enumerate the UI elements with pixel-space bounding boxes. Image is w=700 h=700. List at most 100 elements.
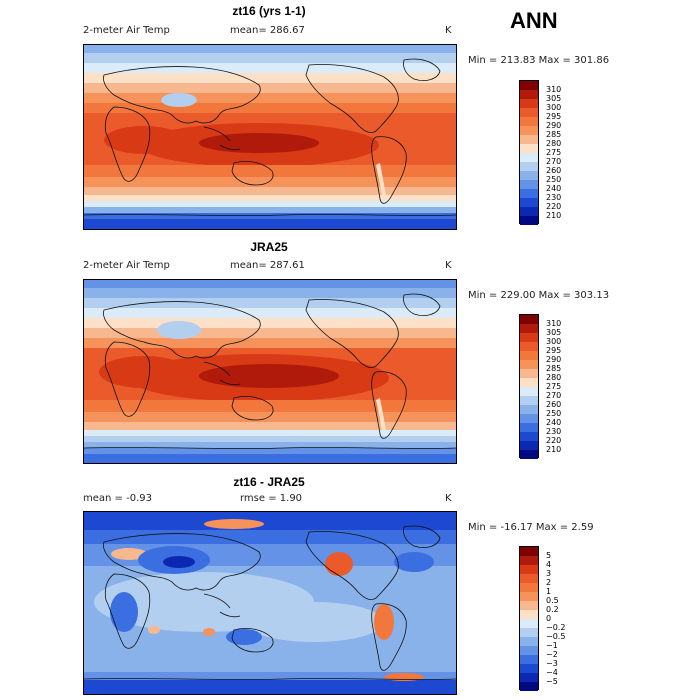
- colorbar-label: −2: [546, 650, 558, 659]
- colorbar-box: [520, 547, 538, 556]
- colorbar-box: [520, 216, 538, 225]
- colorbar-label: 290: [546, 121, 562, 130]
- colorbar-box: [520, 432, 538, 441]
- colorbar-label: 250: [546, 175, 562, 184]
- colorbar-box: [520, 324, 538, 333]
- minmax-label: Min = -16.17 Max = 2.59: [468, 522, 594, 533]
- colorbar-box: [520, 664, 538, 673]
- colorbar-label: 280: [546, 373, 562, 382]
- colorbar-label: −1: [546, 641, 558, 650]
- colorbar-box: [520, 637, 538, 646]
- colorbar-box: [520, 108, 538, 117]
- colorbar-box: [520, 369, 538, 378]
- colorbar-box: [520, 117, 538, 126]
- colorbar-label: −5: [546, 677, 558, 686]
- colorbar-label: 260: [546, 166, 562, 175]
- colorbar-label: −0.5: [546, 632, 566, 641]
- colorbar-label: 310: [546, 85, 562, 94]
- colorbar-box: [520, 592, 538, 601]
- colorbar-label: 250: [546, 409, 562, 418]
- difference-map: [83, 511, 457, 695]
- colorbar-box: [520, 405, 538, 414]
- colorbar-box: [520, 126, 538, 135]
- colorbar-box: [520, 180, 538, 189]
- colorbar-box: [520, 144, 538, 153]
- variable-label: 2-meter Air Temp: [83, 260, 170, 271]
- colorbar-box: [520, 574, 538, 583]
- colorbar-box: [520, 556, 538, 565]
- colorbar-label: 210: [546, 211, 562, 220]
- colorbar-label: 4: [546, 560, 552, 569]
- colorbar-box: [520, 342, 538, 351]
- minmax-label: Min = 229.00 Max = 303.13: [468, 290, 610, 301]
- colorbar-label: 230: [546, 193, 562, 202]
- colorbar-label: 0: [546, 614, 552, 623]
- minmax-label: Min = 213.83 Max = 301.86: [468, 55, 610, 66]
- variable-label: 2-meter Air Temp: [83, 25, 170, 36]
- difference-field: [84, 512, 456, 694]
- colorbar-box: [520, 628, 538, 637]
- colorbar-label: 300: [546, 337, 562, 346]
- colorbar-box: [520, 450, 538, 459]
- colorbar-label: 260: [546, 400, 562, 409]
- colorbar-label: 285: [546, 364, 562, 373]
- colorbar-box: [520, 673, 538, 682]
- mean-label: mean= 287.61: [230, 260, 305, 271]
- colorbar-box: [520, 135, 538, 144]
- colorbar: [519, 546, 539, 691]
- rmse-label: rmse = 1.90: [240, 493, 303, 504]
- colorbar-label: 220: [546, 436, 562, 445]
- colorbar-label: 210: [546, 445, 562, 454]
- colorbar-box: [520, 396, 538, 405]
- colorbar-box: [520, 646, 538, 655]
- colorbar-label: 240: [546, 418, 562, 427]
- colorbar-box: [520, 360, 538, 369]
- colorbar-label: 280: [546, 139, 562, 148]
- colorbar-box: [520, 99, 538, 108]
- colorbar-box: [520, 601, 538, 610]
- colorbar-label: 240: [546, 184, 562, 193]
- colorbar-label: 275: [546, 148, 562, 157]
- colorbar-label: 0.2: [546, 605, 559, 614]
- colorbar-label: 0.5: [546, 596, 559, 605]
- mean-label: mean = -0.93: [83, 493, 152, 504]
- colorbar-label: −0.2: [546, 623, 566, 632]
- colorbar-label: −4: [546, 668, 558, 677]
- colorbar-box: [520, 378, 538, 387]
- colorbar-label: 295: [546, 112, 562, 121]
- colorbar-box: [520, 333, 538, 342]
- panel-title: zt16 (yrs 1-1): [232, 4, 306, 18]
- colorbar-label: 295: [546, 346, 562, 355]
- colorbar-box: [520, 682, 538, 691]
- colorbar-box: [520, 387, 538, 396]
- colorbar-label: 310: [546, 319, 562, 328]
- colorbar-boxes: [520, 81, 538, 225]
- colorbar-label: 305: [546, 328, 562, 337]
- colorbar-box: [520, 198, 538, 207]
- colorbar-label: 1: [546, 587, 552, 596]
- colorbar-box: [520, 655, 538, 664]
- colorbar-box: [520, 351, 538, 360]
- colorbar-box: [520, 207, 538, 216]
- colorbar-box: [520, 423, 538, 432]
- colorbar: [519, 80, 539, 225]
- season-label: ANN: [510, 8, 558, 33]
- colorbar-box: [520, 162, 538, 171]
- colorbar-boxes: [520, 315, 538, 459]
- colorbar-label: 5: [546, 551, 552, 560]
- mean-label: mean= 286.67: [230, 25, 305, 36]
- colorbar-label: 3: [546, 569, 552, 578]
- units-label: K: [445, 260, 452, 271]
- colorbar-label: 230: [546, 427, 562, 436]
- temperature-field: [84, 280, 456, 463]
- colorbar-label: 290: [546, 355, 562, 364]
- units-label: K: [445, 493, 452, 504]
- colorbar-box: [520, 189, 538, 198]
- temperature-map: [83, 279, 457, 464]
- colorbar-box: [520, 81, 538, 90]
- colorbar: [519, 314, 539, 459]
- colorbar-label: 220: [546, 202, 562, 211]
- colorbar-box: [520, 565, 538, 574]
- colorbar-box: [520, 441, 538, 450]
- colorbar-label: 285: [546, 130, 562, 139]
